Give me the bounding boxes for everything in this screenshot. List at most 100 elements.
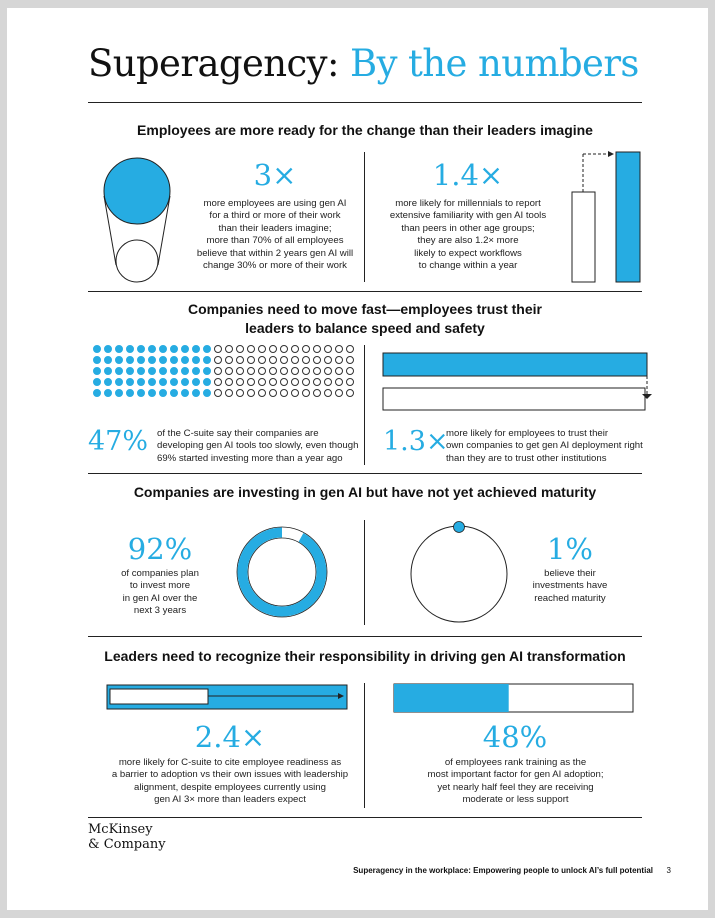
dot (236, 389, 244, 397)
page (7, 8, 708, 910)
section-divider-2 (88, 473, 642, 474)
dot (313, 378, 321, 386)
dot (115, 356, 123, 364)
caption-line: reached maturity (534, 592, 606, 604)
dot (324, 367, 332, 375)
section-3-heading: Companies are investing in gen AI but ha… (133, 484, 597, 500)
dot (214, 378, 222, 386)
dot (104, 345, 112, 353)
caption-line: than their leaders imagine; (218, 222, 332, 234)
dot (126, 345, 134, 353)
dot (192, 378, 200, 386)
dot (104, 356, 112, 364)
dot (346, 367, 354, 375)
mckinsey-logo: McKinsey & Company (88, 822, 166, 852)
title-main: Superagency: (88, 42, 339, 85)
caption-line: more than 70% of all employees (206, 235, 344, 247)
stat-3x-caption: more employees are using gen AI for a th… (180, 198, 370, 272)
caption-line: gen AI 3× more than leaders expect (154, 794, 306, 806)
dot (192, 367, 200, 375)
dot (236, 367, 244, 375)
stat-1-3x-caption: more likely for employees to trust their… (446, 428, 656, 465)
dot (247, 345, 255, 353)
page-title: Superagency: By the numbers (88, 42, 639, 85)
dot (225, 389, 233, 397)
dot (258, 345, 266, 353)
section-4-divider (364, 683, 365, 808)
stat-1-3x: 1.3× (383, 426, 449, 457)
caption-line: to invest more (129, 580, 191, 592)
caption-line: next 3 years (133, 605, 187, 617)
stat-3x: 3× (253, 158, 297, 192)
dot (192, 345, 200, 353)
dot (225, 378, 233, 386)
dot (181, 356, 189, 364)
dot (269, 345, 277, 353)
dot (247, 367, 255, 375)
dot (192, 389, 200, 397)
stat-48-percent-caption: of employees rank training as the most i… (393, 757, 638, 807)
caption-line: likely to expect workflows (414, 247, 522, 259)
dot (291, 389, 299, 397)
dot (247, 378, 255, 386)
dot (280, 367, 288, 375)
caption-line: than they are to trust other institution… (446, 452, 607, 464)
caption-line: more likely for millennials to report (395, 198, 541, 209)
dot (258, 367, 266, 375)
section-divider-3 (88, 636, 642, 637)
dot (346, 389, 354, 397)
caption-line: investments have (532, 580, 608, 592)
caption-line: more likely for C-suite to cite employee… (118, 757, 342, 768)
title-rule (88, 102, 642, 103)
dot (137, 367, 145, 375)
dot (269, 356, 277, 364)
caption-line: own companies to get gen AI deployment r… (446, 440, 643, 452)
section-divider-1 (88, 291, 642, 292)
dot (203, 367, 211, 375)
dot (126, 367, 134, 375)
circle-comparison-graphic (103, 157, 171, 283)
dot (280, 389, 288, 397)
dot (280, 378, 288, 386)
caption-line: for a third or more of their work (209, 210, 341, 222)
dot (313, 367, 321, 375)
dot (104, 378, 112, 386)
dot (170, 378, 178, 386)
dot (214, 367, 222, 375)
dot (258, 378, 266, 386)
stat-1-percent-caption: believe their investments have reached m… (515, 568, 625, 605)
footer-report-title: Superagency in the workplace: Empowering… (353, 866, 653, 875)
stat-1-4x: 1.4× (432, 158, 504, 192)
dot (181, 367, 189, 375)
dot (115, 345, 123, 353)
dot-matrix-47-percent (93, 345, 357, 400)
dot (93, 378, 101, 386)
caption-line: moderate or less support (462, 794, 569, 806)
dot (93, 345, 101, 353)
dot (214, 356, 222, 364)
dot (291, 378, 299, 386)
section-3-divider (364, 520, 365, 625)
stat-92-percent-caption: of companies plan to invest more in gen … (100, 568, 220, 618)
dot (115, 378, 123, 386)
dot (148, 389, 156, 397)
dot (203, 378, 211, 386)
dot (181, 345, 189, 353)
dot (137, 389, 145, 397)
dot (335, 367, 343, 375)
dot (170, 367, 178, 375)
dot (159, 356, 167, 364)
dot (247, 356, 255, 364)
logo-line: McKinsey (88, 822, 153, 837)
dot (269, 378, 277, 386)
dot (126, 356, 134, 364)
dot (181, 378, 189, 386)
heading-line: leaders to balance speed and safety (245, 320, 485, 336)
dot (269, 389, 277, 397)
dot (159, 345, 167, 353)
dot (302, 367, 310, 375)
dot (324, 356, 332, 364)
dot (280, 345, 288, 353)
logo-line: & Company (88, 837, 166, 852)
dot (291, 345, 299, 353)
